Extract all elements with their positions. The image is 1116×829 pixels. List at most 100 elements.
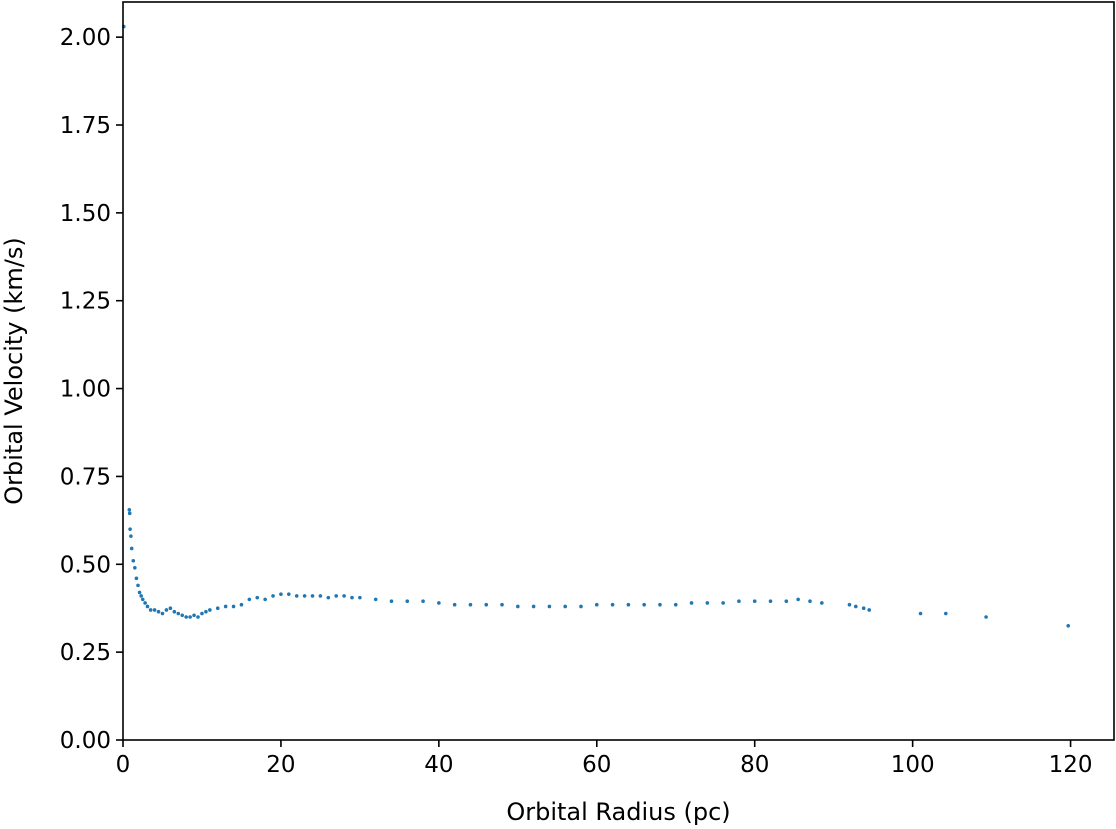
data-point bbox=[784, 599, 789, 603]
data-point bbox=[127, 511, 132, 516]
data-point bbox=[389, 599, 394, 603]
x-tick-label: 0 bbox=[116, 752, 131, 778]
data-point bbox=[350, 595, 354, 600]
data-point bbox=[705, 601, 710, 605]
data-point bbox=[223, 604, 228, 609]
data-point bbox=[148, 608, 153, 612]
x-tick-label: 80 bbox=[740, 752, 769, 778]
y-tick-label: 0.25 bbox=[60, 640, 111, 666]
data-point bbox=[334, 594, 339, 598]
x-axis-ticks: 0 20 40 60 80 100 120 bbox=[116, 740, 1093, 778]
data-point bbox=[131, 558, 136, 563]
data-point bbox=[176, 611, 181, 616]
data-point bbox=[172, 609, 177, 614]
y-tick-label: 0.50 bbox=[60, 552, 111, 578]
data-point bbox=[128, 527, 132, 531]
data-points bbox=[121, 24, 1070, 628]
data-point bbox=[188, 615, 192, 619]
x-axis-label: Orbital Radius (pc) bbox=[506, 798, 730, 826]
data-point bbox=[160, 611, 165, 616]
data-point bbox=[626, 602, 631, 607]
data-point bbox=[405, 599, 410, 603]
data-point bbox=[204, 609, 208, 614]
data-point bbox=[547, 604, 552, 609]
data-point bbox=[200, 611, 204, 616]
data-point bbox=[215, 606, 220, 611]
data-point bbox=[231, 604, 236, 609]
data-point bbox=[820, 601, 824, 605]
x-tick-label: 60 bbox=[582, 752, 611, 778]
data-point bbox=[127, 508, 132, 512]
data-point bbox=[129, 534, 133, 538]
y-axis-ticks: 0.00 0.25 0.50 0.75 1.00 1.25 1.50 1.75 2.00 bbox=[60, 25, 123, 754]
data-point bbox=[531, 604, 536, 609]
data-point bbox=[271, 594, 275, 598]
data-point bbox=[152, 608, 157, 612]
data-point bbox=[563, 604, 567, 609]
x-tick-label: 40 bbox=[424, 752, 453, 778]
data-point bbox=[1066, 623, 1070, 628]
data-point bbox=[263, 597, 267, 602]
data-point bbox=[137, 590, 142, 595]
data-point bbox=[136, 583, 140, 588]
data-point bbox=[255, 595, 260, 600]
x-tick-label: 20 bbox=[266, 752, 295, 778]
data-point bbox=[468, 602, 473, 607]
y-tick-label: 2.00 bbox=[60, 25, 111, 51]
y-tick-label: 0.75 bbox=[60, 464, 111, 490]
plot-frame bbox=[122, 1, 1115, 741]
data-point bbox=[247, 597, 252, 602]
data-point bbox=[168, 606, 173, 611]
data-point bbox=[358, 595, 362, 600]
data-point bbox=[594, 602, 599, 607]
data-point bbox=[129, 546, 134, 551]
data-point bbox=[208, 608, 212, 612]
data-point bbox=[134, 576, 139, 581]
y-tick-label: 1.25 bbox=[60, 289, 111, 315]
data-point bbox=[373, 597, 378, 602]
data-point bbox=[808, 599, 812, 603]
data-point bbox=[737, 599, 741, 603]
data-point bbox=[145, 604, 150, 609]
data-point bbox=[579, 604, 583, 609]
data-point bbox=[516, 604, 520, 609]
data-point bbox=[310, 594, 315, 598]
x-tick-label: 120 bbox=[1049, 752, 1093, 778]
data-point bbox=[452, 602, 457, 607]
data-point bbox=[867, 608, 872, 612]
data-point bbox=[918, 611, 923, 616]
data-point bbox=[658, 602, 662, 607]
data-point bbox=[318, 594, 323, 598]
data-point bbox=[143, 601, 147, 605]
data-point bbox=[184, 615, 188, 619]
y-axis-label: Orbital Velocity (km/s) bbox=[0, 237, 28, 504]
data-point bbox=[689, 601, 694, 605]
data-point bbox=[944, 611, 948, 616]
data-point bbox=[156, 609, 161, 614]
data-point bbox=[192, 613, 196, 618]
data-point bbox=[196, 615, 200, 619]
data-point bbox=[642, 602, 646, 607]
data-point bbox=[302, 594, 307, 598]
data-point bbox=[796, 597, 800, 602]
y-tick-label: 1.50 bbox=[60, 201, 111, 227]
data-point bbox=[721, 601, 725, 605]
data-point bbox=[239, 602, 244, 607]
data-point bbox=[673, 602, 678, 607]
y-tick-label: 0.00 bbox=[60, 728, 111, 754]
data-point bbox=[342, 594, 346, 598]
data-point bbox=[484, 602, 489, 607]
data-point bbox=[752, 599, 757, 603]
data-point bbox=[437, 601, 441, 605]
data-point bbox=[140, 597, 145, 602]
data-point bbox=[768, 599, 773, 603]
data-point bbox=[279, 592, 283, 596]
data-point bbox=[861, 606, 866, 611]
data-point bbox=[500, 602, 504, 607]
y-tick-label: 1.75 bbox=[60, 113, 111, 139]
data-point bbox=[133, 566, 137, 570]
data-point bbox=[853, 604, 858, 609]
x-tick-label: 100 bbox=[891, 752, 935, 778]
data-point bbox=[294, 594, 299, 598]
